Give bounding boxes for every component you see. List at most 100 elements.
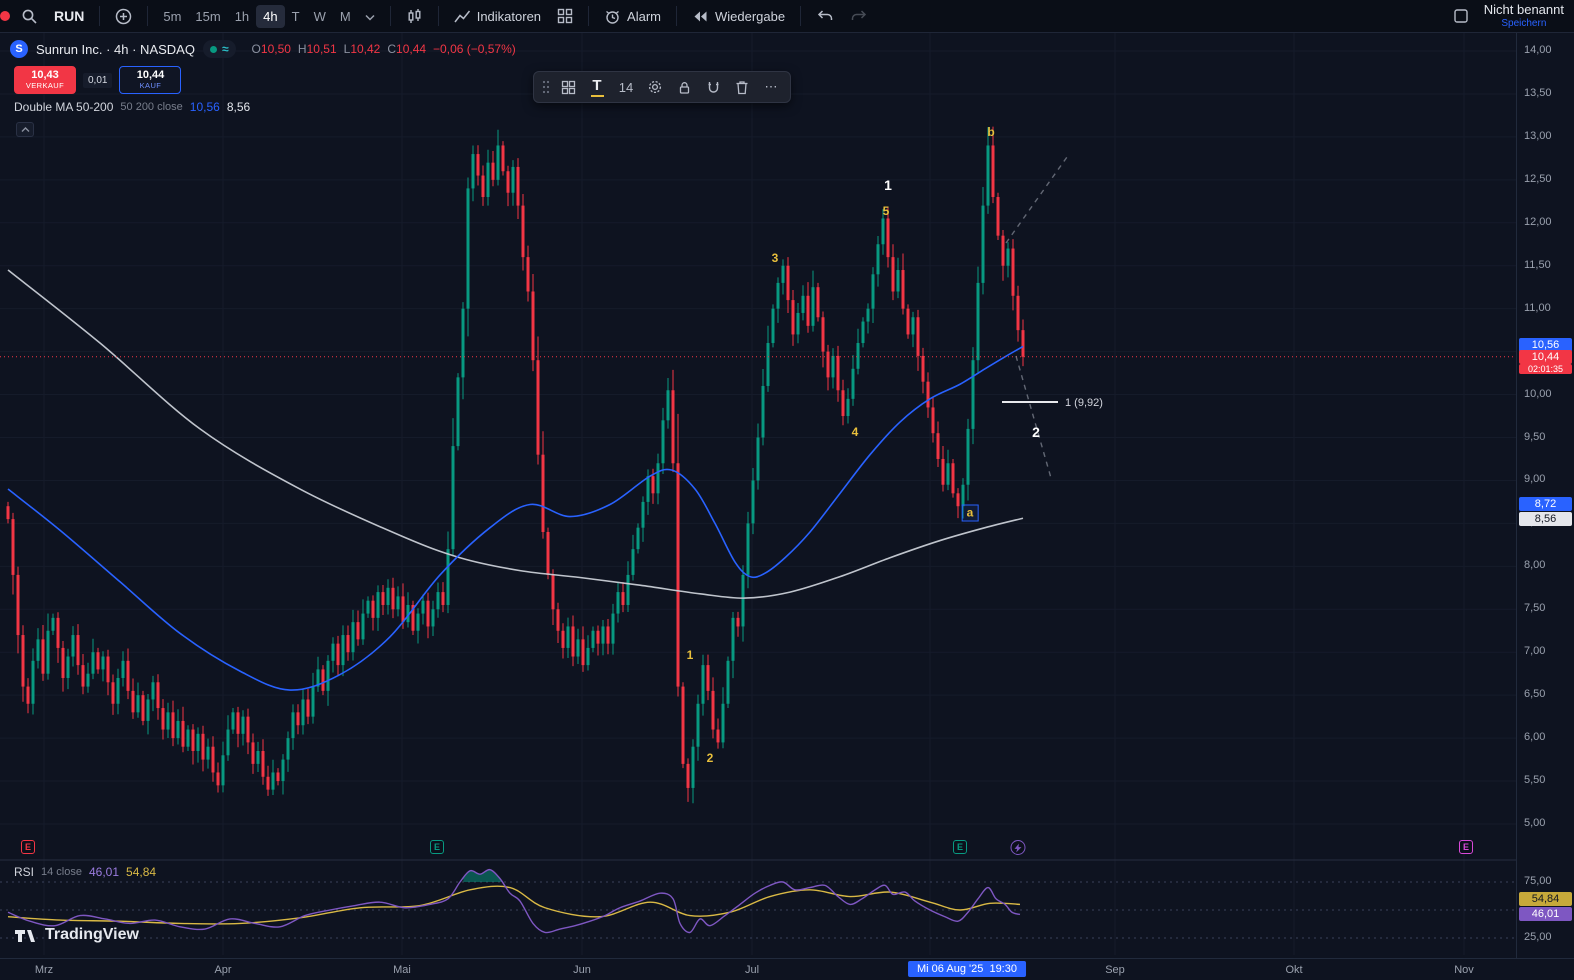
layout-icon — [1454, 9, 1468, 23]
save-button[interactable]: Speichern — [1501, 17, 1547, 29]
interval-15m[interactable]: 15m — [188, 5, 227, 28]
price-badge: 46,01 — [1519, 907, 1572, 921]
lock-icon — [679, 81, 689, 94]
rsi-value: 46,01 — [89, 865, 120, 879]
chart-style-button[interactable] — [399, 4, 430, 29]
wave-label-2[interactable]: 2 — [706, 751, 714, 765]
delete-button[interactable] — [728, 74, 756, 100]
market-status-pill: ≈ — [202, 40, 236, 58]
ma50-value: 10,56 — [189, 100, 220, 114]
earnings-icon[interactable]: E — [430, 840, 444, 854]
compare-add-button[interactable] — [108, 4, 139, 29]
wave-label-2[interactable]: 2 — [1032, 424, 1040, 440]
indicators-button[interactable]: Indikatoren — [447, 5, 548, 28]
time-axis-label: Apr — [214, 964, 232, 976]
wave-label-a[interactable]: a — [961, 504, 979, 522]
text-tool: T — [590, 77, 604, 97]
undo-button[interactable] — [809, 4, 841, 28]
price-axis-label: 11,00 — [1524, 301, 1551, 314]
symbol-info-row: S Sunrun Inc. · 4h · NASDAQ ≈ O10,50 H10… — [10, 40, 516, 58]
open-label: O — [251, 42, 261, 56]
indicators-icon — [454, 10, 470, 22]
drawing-toolbar: T 14 ⋯ — [533, 71, 791, 103]
redo-icon — [851, 10, 867, 20]
magnet-icon — [708, 81, 718, 93]
grid-layer — [0, 33, 1516, 955]
earnings-icon[interactable]: E — [21, 840, 35, 854]
time-axis[interactable]: Mrz Apr Mai Jun Jul Sep Okt Nov Mi 06 Aug '25 19… — [0, 958, 1574, 980]
interval-month[interactable]: M — [333, 5, 358, 28]
price-axis-label: 9,00 — [1524, 473, 1546, 486]
ma-indicator-legend[interactable]: Double MA 50-200 50 200 close 10,56 8,56 — [14, 100, 250, 114]
divider — [588, 6, 590, 26]
price-axis-label: 12,50 — [1524, 172, 1552, 185]
price-axis-label: 7,00 — [1524, 645, 1546, 658]
settings-button[interactable] — [641, 74, 669, 100]
layout-grid-icon-button[interactable] — [554, 74, 582, 100]
change-value: −0,06 (−0,57%) — [433, 42, 516, 56]
price-axis-label: 6,00 — [1524, 731, 1546, 744]
ohlc-values: O10,50 H10,51 L10,42 C10,44 −0,06 (−0,57… — [252, 42, 516, 56]
interval-week[interactable]: W — [307, 5, 333, 28]
alert-button[interactable]: Alarm — [597, 4, 668, 29]
time-axis-label: Okt — [1285, 964, 1303, 976]
wave-label-layer: 1 2 3 4 5 1 a b 2 — [686, 125, 1040, 765]
interval-5m[interactable]: 5m — [156, 5, 188, 28]
wave-label-3[interactable]: 3 — [771, 251, 779, 265]
rsi-indicator-legend[interactable]: RSI 14 close 46,01 54,84 — [14, 865, 156, 879]
drag-dots-icon — [542, 80, 550, 94]
interval-1h[interactable]: 1h — [228, 5, 256, 28]
text-color-button[interactable]: T — [583, 74, 611, 100]
legend-collapse-button[interactable] — [16, 122, 34, 137]
magnet-button[interactable] — [699, 74, 727, 100]
tradingview-logo[interactable]: TradingView — [14, 926, 139, 944]
ma-layer — [7, 269, 1024, 691]
wave-label-4[interactable]: 4 — [851, 425, 859, 439]
layout-select-button[interactable] — [1446, 4, 1476, 28]
layout-save-block[interactable]: Nicht benannt Speichern — [1484, 3, 1564, 29]
grid-icon — [561, 80, 575, 94]
bolt-icon[interactable] — [1010, 840, 1026, 855]
candlestick-layer — [6, 126, 1025, 804]
wave-label-1[interactable]: 1 — [686, 648, 694, 662]
indicator-templates-button[interactable] — [550, 4, 580, 28]
price-axis-label: 5,00 — [1524, 817, 1546, 829]
font-size-button[interactable]: 14 — [612, 74, 640, 100]
more-options-button[interactable]: ⋯ — [757, 74, 785, 100]
earnings-icon[interactable]: E — [953, 840, 967, 854]
price-axis-label: 13,50 — [1524, 86, 1552, 99]
replay-button[interactable]: Wiedergabe — [685, 5, 792, 28]
symbol-search-icon-button[interactable] — [14, 4, 45, 29]
price-axis[interactable]: 14,0013,5013,0012,5012,0011,5011,0010,50… — [1516, 0, 1574, 958]
chart-canvas[interactable]: 1 (9,92) — [0, 0, 1516, 958]
indicator-params: 50 200 close — [120, 101, 183, 113]
rsi-layer — [7, 868, 1021, 934]
indicator-name: Double MA 50-200 — [14, 100, 114, 114]
symbol-button[interactable]: RUN — [47, 4, 91, 28]
symbol-title[interactable]: Sunrun Inc. · 4h · NASDAQ — [36, 41, 195, 57]
wave-label-b[interactable]: b — [987, 125, 995, 139]
undo-icon — [818, 10, 833, 20]
wave-label-1[interactable]: 1 — [884, 177, 892, 193]
earnings-icon[interactable]: E — [1459, 840, 1473, 854]
symbol-logo[interactable]: S — [10, 40, 28, 58]
redo-button[interactable] — [843, 4, 875, 28]
lock-button[interactable] — [670, 74, 698, 100]
price-axis-label: 5,50 — [1524, 774, 1546, 787]
interval-dropdown-button[interactable] — [358, 5, 382, 28]
time-axis-label: Mai — [393, 964, 411, 976]
drag-handle[interactable] — [539, 74, 553, 100]
crosshair-time-badge: Mi 06 Aug '25 19:30 — [908, 961, 1026, 977]
buy-price: 10,44 — [136, 69, 165, 82]
wave-label-5[interactable]: 5 — [882, 204, 890, 218]
sell-button[interactable]: 10,43 VERKAUF — [14, 66, 76, 94]
interval-4h[interactable]: 4h — [256, 4, 285, 28]
interval-day[interactable]: T — [285, 5, 307, 28]
rsi-name: RSI — [14, 865, 35, 879]
price-axis-label: 10,00 — [1524, 387, 1552, 400]
buy-button[interactable]: 10,44 KAUF — [119, 66, 182, 94]
divider — [800, 6, 802, 26]
price-badge: 8,72 — [1519, 497, 1572, 511]
